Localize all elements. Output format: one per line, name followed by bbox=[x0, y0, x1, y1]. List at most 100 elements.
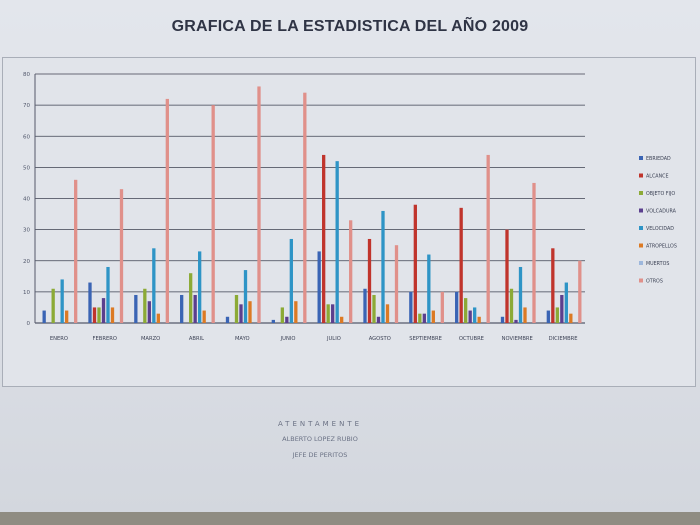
x-tick-label: NOVIEMBRE bbox=[502, 336, 533, 342]
bar bbox=[459, 207, 463, 323]
bar bbox=[110, 307, 115, 323]
surface-below bbox=[0, 512, 700, 525]
legend-swatch bbox=[639, 278, 643, 283]
y-tick-label: 70 bbox=[23, 103, 30, 109]
x-tick-label: DICIEMBRE bbox=[549, 336, 578, 342]
legend-label: VELOCIDAD bbox=[646, 226, 674, 232]
bar bbox=[340, 316, 344, 323]
bar bbox=[326, 304, 330, 323]
y-tick-label: 10 bbox=[23, 290, 30, 296]
bar bbox=[427, 254, 431, 323]
bar bbox=[363, 288, 367, 323]
bar bbox=[271, 319, 275, 323]
bar bbox=[88, 282, 92, 323]
legend-swatch bbox=[639, 156, 643, 160]
bar bbox=[505, 229, 509, 323]
bar-chart: 0 10 20 30 40 50 60 70 80 ENERO FEBRERO MARZO ABRIL M… bbox=[23, 72, 677, 342]
x-tick-label: JULIO bbox=[326, 336, 341, 342]
bar bbox=[335, 161, 339, 323]
legend-label: VOLCADURA bbox=[646, 209, 677, 215]
bar bbox=[211, 105, 215, 323]
bar bbox=[65, 310, 69, 323]
bar bbox=[97, 307, 101, 323]
bar bbox=[418, 313, 422, 323]
legend-swatch bbox=[639, 243, 643, 248]
bar bbox=[225, 316, 230, 323]
legend-swatch bbox=[639, 226, 643, 230]
bar bbox=[119, 189, 124, 323]
legend-swatch bbox=[639, 191, 643, 195]
signature-role: JEFE DE PERITOS bbox=[292, 451, 348, 459]
bar bbox=[532, 182, 536, 323]
bar bbox=[257, 86, 261, 323]
legend-label: OTROS bbox=[646, 279, 663, 285]
bar bbox=[385, 304, 390, 323]
bar bbox=[551, 248, 555, 323]
bar bbox=[239, 304, 243, 323]
bar bbox=[134, 294, 138, 323]
bar bbox=[523, 307, 527, 323]
bar bbox=[143, 288, 147, 323]
bar bbox=[349, 220, 353, 323]
x-tick-label: AGOSTO bbox=[369, 336, 391, 342]
y-tick-label: 40 bbox=[23, 197, 30, 203]
bar bbox=[202, 310, 206, 323]
bar bbox=[464, 298, 468, 323]
bar bbox=[560, 294, 564, 323]
bar bbox=[367, 238, 372, 323]
bar bbox=[578, 260, 582, 323]
x-tick-label: FEBRERO bbox=[93, 336, 117, 342]
legend-swatch bbox=[639, 208, 643, 213]
bar bbox=[180, 294, 184, 323]
bar bbox=[514, 319, 518, 323]
bar bbox=[546, 310, 550, 323]
legend-label: EBRIEDAD bbox=[646, 156, 671, 162]
bar bbox=[372, 294, 376, 323]
bar bbox=[234, 294, 239, 323]
bar bbox=[331, 304, 335, 323]
bar bbox=[42, 310, 46, 323]
bar bbox=[564, 282, 568, 323]
bar bbox=[280, 307, 284, 323]
bar bbox=[500, 316, 505, 323]
y-tick-label: 30 bbox=[23, 228, 30, 234]
bar bbox=[468, 310, 472, 323]
y-tick-label: 50 bbox=[23, 165, 30, 171]
legend-label: ATROPELLOS bbox=[646, 244, 677, 250]
bar bbox=[486, 154, 490, 323]
legend-swatch bbox=[639, 261, 643, 265]
bar bbox=[189, 273, 193, 323]
legend-label: ALCANCE bbox=[646, 174, 669, 180]
bar bbox=[518, 266, 523, 323]
signature-name: ALBERTO LOPEZ RUBIO bbox=[282, 435, 358, 443]
bar bbox=[431, 310, 435, 323]
bar bbox=[422, 313, 426, 323]
y-tick-label: 0 bbox=[27, 321, 31, 327]
bar bbox=[409, 291, 413, 323]
bar bbox=[317, 251, 321, 323]
bar bbox=[509, 288, 514, 323]
x-tick-label: MARZO bbox=[141, 336, 160, 342]
bar bbox=[381, 210, 385, 323]
bar bbox=[198, 251, 202, 323]
legend-swatch bbox=[639, 173, 643, 178]
x-tick-label: ENERO bbox=[50, 336, 68, 342]
x-tick-label: OCTUBRE bbox=[459, 336, 484, 342]
signature-heading: ATENTAMENTE bbox=[277, 420, 363, 428]
bar bbox=[193, 294, 197, 323]
bar bbox=[477, 316, 481, 323]
x-tick-label: JUNIO bbox=[280, 336, 296, 342]
bar bbox=[569, 313, 573, 323]
bar bbox=[74, 179, 78, 323]
bar bbox=[413, 204, 417, 323]
bar bbox=[376, 316, 381, 323]
bar bbox=[555, 307, 559, 323]
bar bbox=[455, 291, 459, 323]
bar bbox=[285, 316, 289, 323]
bar bbox=[106, 266, 110, 323]
bar bbox=[156, 313, 160, 323]
bar bbox=[322, 154, 326, 323]
bar bbox=[440, 291, 444, 323]
x-tick-label: MAYO bbox=[235, 336, 250, 342]
y-tick-label: 60 bbox=[23, 134, 30, 140]
